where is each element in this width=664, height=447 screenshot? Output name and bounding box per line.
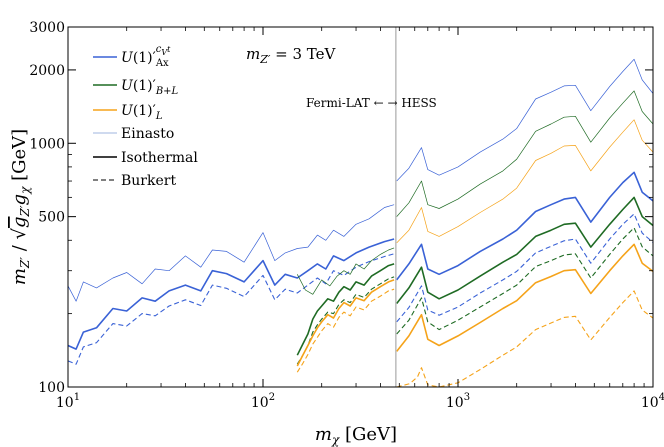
y-tick-label: 2000 bbox=[29, 63, 65, 79]
series-ax-einasto-1 bbox=[396, 58, 654, 182]
y-tick-label: 1000 bbox=[29, 136, 65, 152]
y-axis-title: mZ′ / √gZ′gχ [GeV] bbox=[9, 129, 32, 285]
series-bpl-einasto-7 bbox=[396, 90, 654, 217]
axis-ticks bbox=[67, 26, 654, 388]
series-bpl-burkert-10 bbox=[296, 276, 395, 365]
y-tick-label: 500 bbox=[38, 210, 65, 226]
y-tick-label: 100 bbox=[38, 380, 65, 396]
series-l-isothermal-13 bbox=[296, 279, 395, 367]
legend-label-einasto: Einasto bbox=[121, 126, 174, 142]
legend-label-isothermal: Isothermal bbox=[121, 150, 198, 166]
tick-labels: 101 102 103 104 100 500 1000 2000 3000 bbox=[29, 20, 664, 411]
x-tick-label: 103 bbox=[446, 392, 470, 411]
series-bpl-isothermal-8 bbox=[296, 263, 395, 356]
series-lines bbox=[67, 58, 654, 388]
legend-label-burkert: Burkert bbox=[121, 173, 176, 189]
x-axis-title: mχ [GeV] bbox=[315, 424, 397, 447]
series-ax-einasto-0 bbox=[67, 204, 395, 302]
series-ax-isothermal-2 bbox=[67, 238, 395, 350]
plot-frame bbox=[67, 26, 654, 388]
x-tick-label: 102 bbox=[251, 392, 275, 411]
series-bpl-isothermal-9 bbox=[396, 196, 654, 304]
series-l-isothermal-14 bbox=[396, 243, 654, 352]
series-l-burkert-15 bbox=[296, 288, 395, 373]
x-tick-label: 101 bbox=[56, 392, 80, 411]
legend-label-ax: U(1)′AxcVt bbox=[121, 44, 171, 69]
legend-label-bl: U(1)′B+L bbox=[121, 78, 179, 97]
legend-label-l: U(1)′L bbox=[121, 103, 163, 122]
mass-annotation: mZ′ = 3 TeV bbox=[246, 45, 337, 66]
x-tick-label: 104 bbox=[641, 392, 664, 411]
legend: U(1)′AxcVt U(1)′B+L U(1)′L Einasto Isoth… bbox=[93, 44, 198, 189]
series-ax-burkert-5 bbox=[396, 213, 654, 323]
series-l-burkert-16 bbox=[396, 290, 654, 388]
series-bpl-einasto-6 bbox=[296, 247, 395, 295]
series-bpl-burkert-11 bbox=[396, 227, 654, 335]
series-ax-isothermal-3 bbox=[396, 171, 654, 281]
y-tick-label: 3000 bbox=[29, 20, 65, 36]
series-l-einasto-12 bbox=[396, 119, 654, 244]
divider-label: Fermi-LAT ← → HESS bbox=[306, 96, 437, 110]
